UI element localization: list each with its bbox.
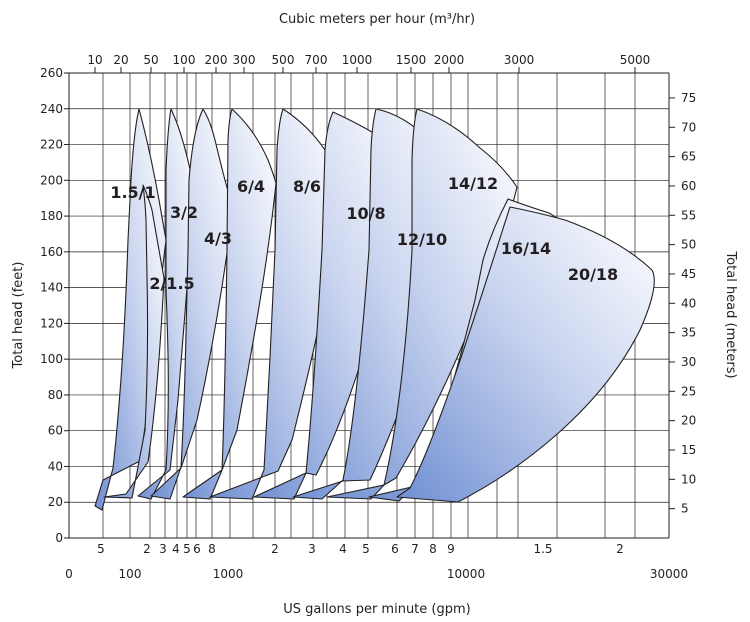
top-tick-label: 700 (305, 53, 328, 67)
left-axis-title: Total head (feet) (11, 262, 26, 370)
pump-curve-2-1p5 (103, 184, 165, 499)
left-tick-label: 140 (40, 281, 63, 295)
right-tick-label: 10 (681, 472, 696, 486)
pump-curve-label-8-6: 8/6 (293, 177, 321, 196)
bottom-minor-tick-label: 7 (411, 542, 419, 556)
pump-curve-14-12 (326, 108, 518, 500)
bottom-minor-tick-label: 6 (391, 542, 399, 556)
top-tick-label: 50 (143, 53, 158, 67)
top-tick-label: 1500 (396, 53, 427, 67)
pump-curve-label-10-8: 10/8 (346, 204, 385, 223)
left-tick-label: 0 (55, 531, 63, 545)
axes (64, 67, 675, 539)
top-tick-label: 100 (173, 53, 196, 67)
bottom-minor-tick-label: 4 (339, 542, 347, 556)
pump-curve-label-1p5-1: 1.5/1 (110, 183, 155, 202)
right-axis-title: Total head (meters) (723, 250, 738, 378)
bottom-minor-tick-label: 2 (616, 542, 624, 556)
top-axis-title: Cubic meters per hour (m³/hr) (279, 12, 475, 27)
pump-curve-label-20-18: 20/18 (568, 265, 618, 284)
left-tick-label: 260 (40, 66, 63, 80)
left-tick-label: 80 (48, 388, 63, 402)
pump-curve-20-18 (396, 206, 655, 503)
right-tick-label: 75 (681, 91, 696, 105)
right-tick-label: 65 (681, 150, 696, 164)
bottom-major-tick-label: 0 (65, 567, 73, 581)
right-tick-label: 15 (681, 443, 696, 457)
left-tick-label: 20 (48, 495, 63, 509)
top-tick-label: 10 (87, 53, 102, 67)
left-tick-label: 240 (40, 102, 63, 116)
pump-curve-label-14-12: 14/12 (448, 174, 498, 193)
top-tick-label: 2000 (434, 53, 465, 67)
right-tick-label: 55 (681, 208, 696, 222)
pump-curves (94, 108, 655, 511)
pump-curve-label-12-10: 12/10 (397, 230, 447, 249)
left-tick-label: 60 (48, 424, 63, 438)
pump-curve-label-6-4: 6/4 (237, 177, 265, 196)
bottom-major-tick-label: 100 (119, 567, 142, 581)
top-tick-label: 3000 (504, 53, 535, 67)
pump-curve-label-16-14: 16/14 (501, 239, 551, 258)
right-tick-label: 40 (681, 296, 696, 310)
pump-curve-label-2-1p5: 2/1.5 (149, 274, 194, 293)
bottom-major-tick-label: 30000 (650, 567, 688, 581)
labels: 0204060801001201401601802002202402605101… (11, 12, 738, 617)
bottom-minor-tick-label: 6 (193, 542, 201, 556)
bottom-minor-tick-label: 3 (159, 542, 167, 556)
bottom-minor-tick-label: 4 (172, 542, 180, 556)
bottom-minor-tick-label: 5 (183, 542, 191, 556)
left-tick-label: 180 (40, 209, 63, 223)
bottom-axis-title: US gallons per minute (gpm) (283, 602, 470, 617)
right-tick-label: 5 (681, 502, 689, 516)
right-tick-label: 20 (681, 414, 696, 428)
right-tick-label: 25 (681, 384, 696, 398)
bottom-minor-tick-label: 9 (447, 542, 455, 556)
bottom-minor-tick-label: 2 (143, 542, 151, 556)
right-tick-label: 45 (681, 267, 696, 281)
bottom-minor-tick-label: 8 (208, 542, 216, 556)
right-tick-label: 50 (681, 238, 696, 252)
right-tick-label: 60 (681, 179, 696, 193)
left-tick-label: 100 (40, 352, 63, 366)
bottom-major-tick-label: 10000 (447, 567, 485, 581)
bottom-major-tick-label: 1000 (213, 567, 244, 581)
top-tick-label: 300 (233, 53, 256, 67)
top-tick-label: 1000 (342, 53, 373, 67)
pump-curve-4-3 (150, 108, 234, 500)
bottom-minor-tick-label: 8 (429, 542, 437, 556)
bottom-minor-tick-label: 1.5 (533, 542, 552, 556)
top-tick-label: 500 (272, 53, 295, 67)
left-tick-label: 160 (40, 245, 63, 259)
right-tick-label: 30 (681, 355, 696, 369)
top-tick-label: 5000 (620, 53, 651, 67)
pump-curve-label-4-3: 4/3 (204, 229, 232, 248)
pump-curve-6-4 (182, 108, 277, 500)
pump-curve-label-3-2: 3/2 (170, 203, 198, 222)
bottom-minor-tick-label: 2 (271, 542, 279, 556)
left-tick-label: 40 (48, 459, 63, 473)
top-tick-label: 20 (113, 53, 128, 67)
bottom-minor-tick-label: 3 (308, 542, 316, 556)
top-tick-label: 200 (205, 53, 228, 67)
left-tick-label: 220 (40, 138, 63, 152)
right-tick-label: 70 (681, 120, 696, 134)
left-tick-label: 120 (40, 316, 63, 330)
bottom-minor-tick-label: 5 (362, 542, 370, 556)
bottom-minor-tick-label: 5 (97, 542, 105, 556)
right-tick-label: 35 (681, 326, 696, 340)
left-tick-label: 200 (40, 173, 63, 187)
